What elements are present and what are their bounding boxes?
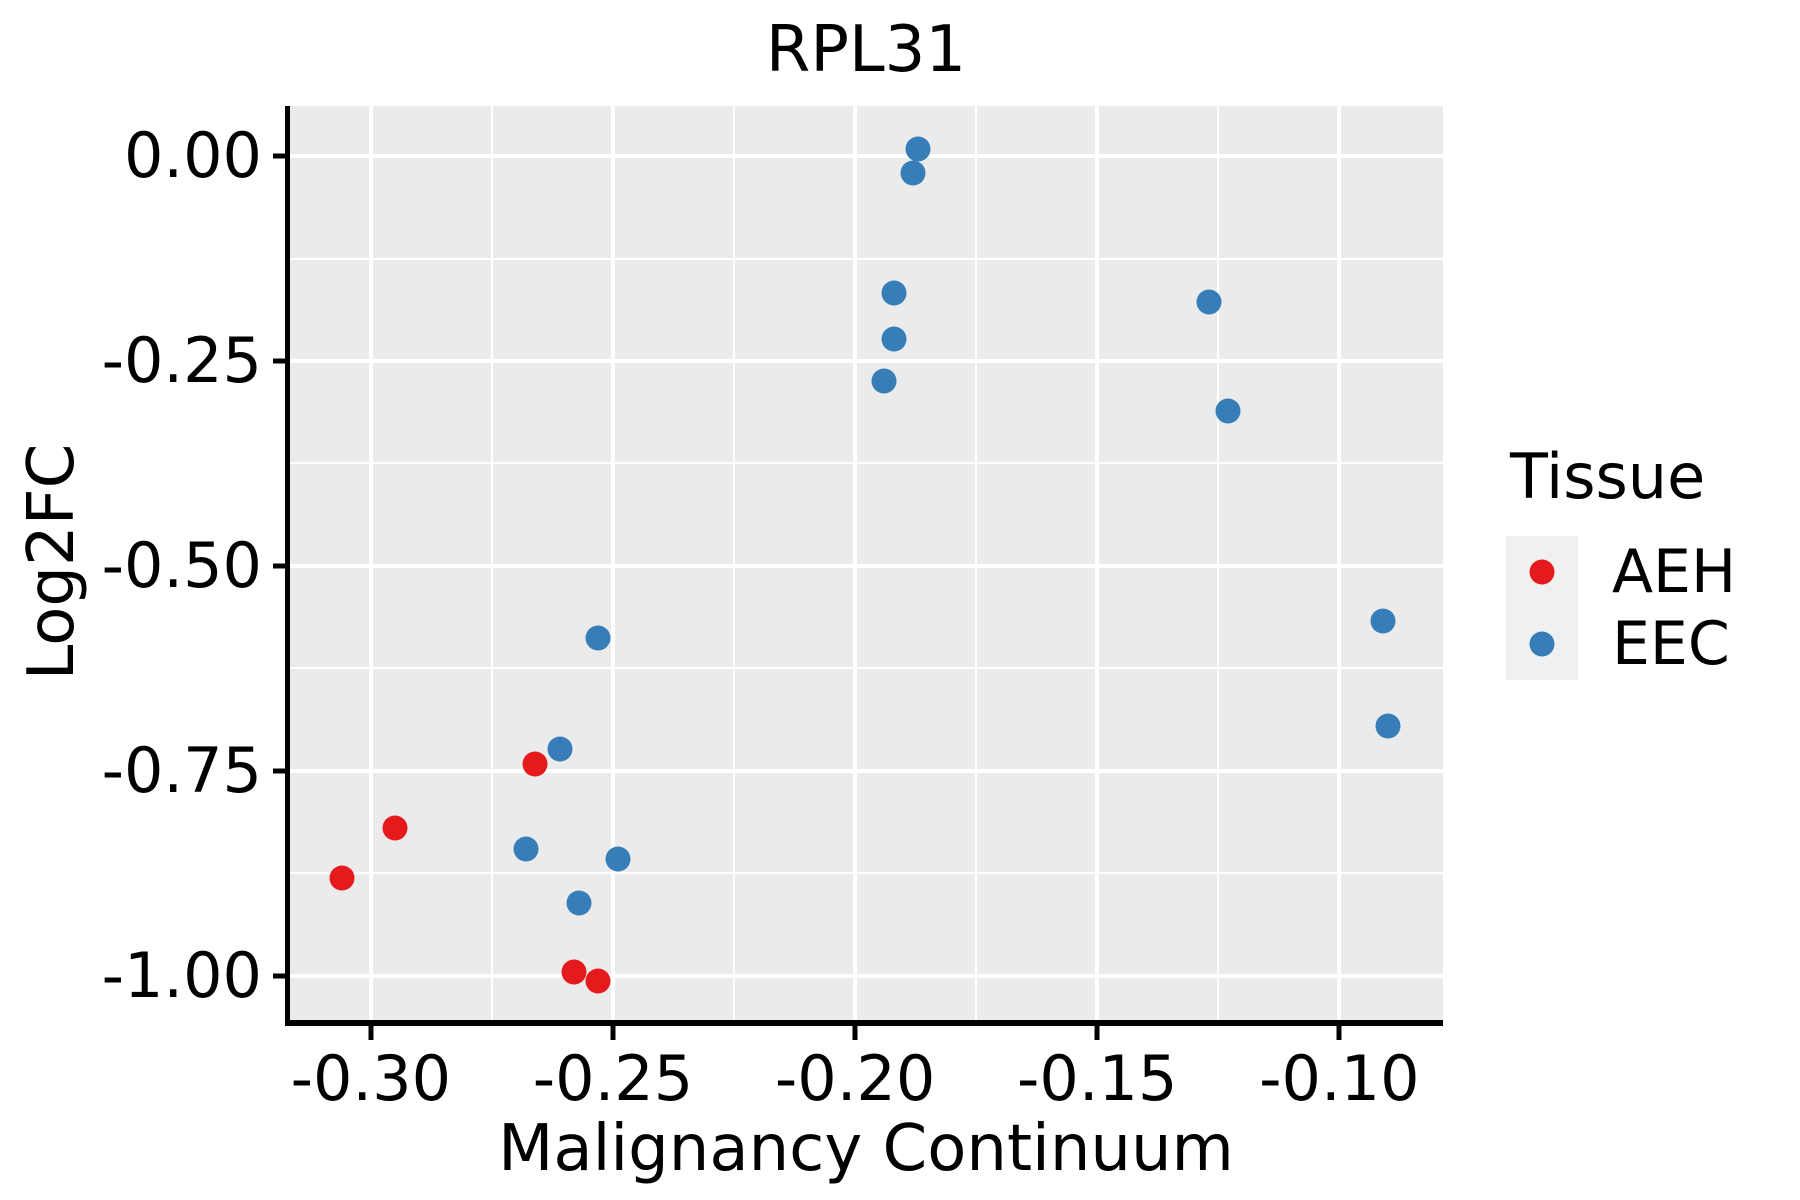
legend-item-AEH: AEH <box>1506 536 1796 608</box>
y-tick-label: -0.50 <box>101 528 262 602</box>
y-axis-line <box>285 106 290 1026</box>
legend-title: Tissue <box>1510 440 1706 513</box>
y-axis-title: Log2FC <box>15 443 89 681</box>
y-tick <box>273 358 286 364</box>
legend-label: EEC <box>1612 609 1730 679</box>
legend-item-EEC: EEC <box>1506 608 1796 680</box>
x-tick <box>610 1026 616 1040</box>
legend-dot-aeh-icon <box>1529 559 1555 585</box>
point-AEH <box>329 865 355 891</box>
chart-title: RPL31 <box>765 13 967 87</box>
legend-key <box>1506 536 1578 608</box>
y-tick <box>273 768 286 774</box>
x-tick-label: -0.30 <box>290 1042 452 1115</box>
y-tick-label: 0.00 <box>123 119 262 193</box>
point-EEC <box>900 160 926 186</box>
point-EEC <box>1375 713 1401 739</box>
x-axis-title: Malignancy Continuum <box>498 1112 1234 1186</box>
x-major-gridline <box>610 106 615 1020</box>
legend-dot-eec-icon <box>1529 631 1555 657</box>
point-EEC <box>881 280 907 306</box>
y-tick <box>273 153 286 159</box>
y-tick <box>273 973 286 979</box>
x-tick-label: -0.25 <box>532 1042 694 1115</box>
point-EEC <box>605 846 631 872</box>
legend: Tissue AEH EEC <box>1506 446 1796 680</box>
y-tick-label: -0.75 <box>101 733 262 807</box>
y-major-gridline <box>289 563 1443 568</box>
y-major-gridline <box>289 359 1443 363</box>
y-major-gridline <box>289 973 1443 978</box>
x-tick-label: -0.10 <box>1259 1042 1420 1115</box>
x-minor-gridline <box>490 106 493 1020</box>
point-EEC <box>871 368 897 394</box>
point-EEC <box>1370 608 1396 634</box>
x-minor-gridline <box>1217 106 1220 1020</box>
point-EEC <box>1196 289 1222 315</box>
y-minor-gridline <box>289 462 1443 465</box>
x-major-gridline <box>368 106 373 1020</box>
point-EEC <box>585 625 611 651</box>
x-major-gridline <box>1337 106 1342 1020</box>
x-tick <box>1094 1026 1100 1040</box>
x-tick <box>852 1026 858 1040</box>
x-axis-line <box>285 1020 1443 1026</box>
x-major-gridline <box>853 106 858 1020</box>
point-EEC <box>547 736 573 762</box>
legend-key <box>1506 608 1578 680</box>
y-minor-gridline <box>289 257 1443 260</box>
y-tick-label: -1.00 <box>101 938 262 1012</box>
legend-items: AEH EEC <box>1506 536 1796 680</box>
plot-panel <box>289 106 1443 1020</box>
x-major-gridline <box>1095 106 1100 1020</box>
point-EEC <box>566 890 592 916</box>
point-EEC <box>1215 398 1241 424</box>
x-minor-gridline <box>733 106 736 1020</box>
y-tick <box>273 563 286 569</box>
legend-label: AEH <box>1612 537 1737 607</box>
point-AEH <box>382 815 408 841</box>
y-minor-gridline <box>289 872 1443 875</box>
y-tick-label: -0.25 <box>101 324 262 397</box>
y-minor-gridline <box>289 667 1443 670</box>
point-AEH <box>585 968 611 994</box>
point-EEC <box>881 326 907 352</box>
point-EEC <box>513 836 539 862</box>
x-tick <box>1336 1026 1342 1040</box>
point-AEH <box>561 959 587 985</box>
x-tick-label: -0.15 <box>1017 1042 1178 1115</box>
x-minor-gridline <box>975 106 978 1020</box>
x-tick <box>368 1026 374 1040</box>
y-major-gridline <box>289 768 1443 773</box>
point-EEC <box>905 136 931 162</box>
point-AEH <box>522 751 548 777</box>
y-major-gridline <box>289 154 1443 159</box>
x-tick-label: -0.20 <box>774 1042 936 1115</box>
